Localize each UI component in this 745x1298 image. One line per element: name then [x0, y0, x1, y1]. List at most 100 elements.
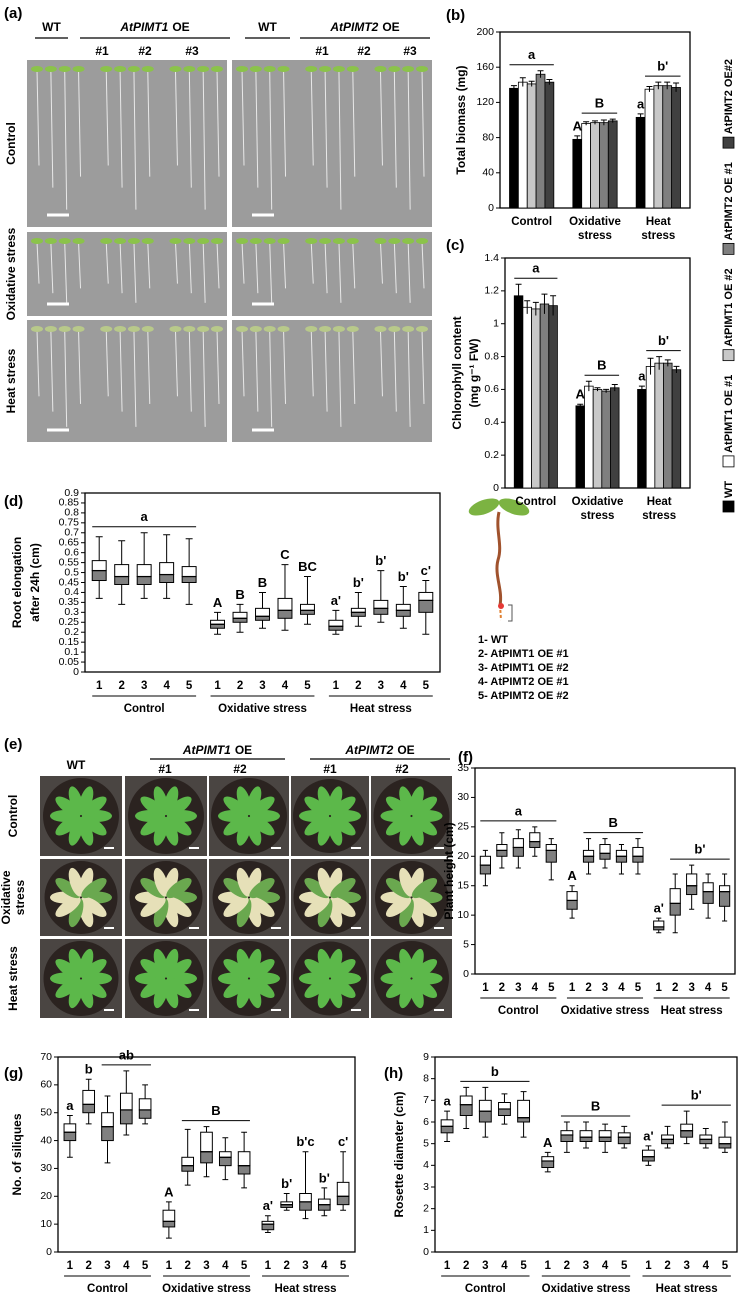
box-lower	[440, 1125, 454, 1134]
whisker	[142, 1118, 149, 1125]
box-lower	[661, 1138, 674, 1145]
x-tick-label: 1	[545, 1260, 552, 1272]
y-tick-label: 6	[423, 1116, 429, 1128]
rosette-leaf	[399, 898, 414, 928]
error-bar	[611, 384, 618, 392]
error-bar	[664, 359, 671, 367]
box-lower	[512, 846, 524, 857]
y-tick-label: 0.8	[484, 350, 499, 362]
seedling-leaves	[127, 238, 140, 244]
whisker	[520, 1091, 527, 1101]
rosette-leaf	[411, 815, 438, 836]
bar	[599, 122, 609, 209]
rosette-leaf	[166, 796, 192, 817]
group-label: Oxidative stress	[218, 703, 307, 715]
column-header-part: AtPIMT2	[344, 743, 393, 757]
bar	[590, 122, 600, 209]
seedling-leaves	[100, 238, 113, 244]
box-upper	[498, 1102, 511, 1110]
significance-letter: b'	[353, 575, 364, 590]
seedling-root	[50, 69, 54, 188]
y-tick-label: 7	[423, 1094, 429, 1106]
whisker	[203, 1126, 210, 1133]
seedling-leaves	[305, 326, 318, 332]
whisker	[123, 1123, 130, 1136]
significance-letter: b'c	[296, 1134, 314, 1149]
box-lower	[218, 1156, 232, 1167]
group-label: Oxidative stress	[561, 1005, 650, 1017]
legend: WT AtPIMT1 OE #1 AtPIMT1 OE #2 AtPIMT2 OE #…	[722, 59, 735, 513]
box-upper	[317, 1198, 331, 1206]
rosette-leaf	[330, 815, 356, 836]
box-lower	[478, 1110, 492, 1123]
whisker	[602, 1141, 609, 1153]
bar	[653, 85, 664, 209]
x-tick-label: 5	[520, 1260, 527, 1272]
box-lower	[119, 1109, 133, 1125]
box-upper	[582, 849, 595, 857]
seedling-leaves	[72, 238, 85, 244]
box-lower	[582, 855, 595, 863]
box-upper	[512, 838, 524, 848]
bar	[584, 385, 594, 489]
box-upper	[91, 560, 107, 572]
whisker	[689, 894, 695, 910]
box-upper	[232, 611, 248, 619]
whisker	[482, 849, 488, 857]
rosette-leaf	[140, 878, 166, 899]
y-axis-label: Plant height (cm)	[442, 822, 456, 919]
photo	[27, 232, 227, 316]
whisker	[422, 580, 430, 593]
whisker	[722, 873, 728, 886]
y-tick-label: 9	[423, 1051, 429, 1063]
whisker	[241, 1174, 248, 1189]
y-tick-label: 0	[493, 482, 499, 494]
column-header-part: WT	[258, 20, 277, 34]
significance-letter: C	[280, 547, 290, 562]
whisker	[499, 856, 505, 869]
seedling-root	[147, 241, 151, 289]
significance-letter: a	[515, 803, 523, 818]
error-bar	[655, 81, 662, 90]
rosette-leaf	[166, 878, 192, 899]
seedling-leaves	[319, 66, 332, 72]
bar	[662, 85, 673, 209]
box-lower	[617, 1136, 631, 1145]
seedling-root	[407, 69, 411, 210]
seedling-root	[147, 329, 151, 404]
rosette-leaf	[409, 786, 424, 816]
box-upper	[440, 1119, 454, 1127]
seedling-root	[216, 69, 220, 177]
seedling-mark	[498, 603, 504, 609]
box-upper	[138, 1098, 152, 1111]
rosette-leaf	[317, 898, 333, 928]
row-label: Control	[4, 122, 18, 165]
seedling-root	[241, 69, 245, 166]
box-upper	[299, 1193, 312, 1203]
rosette-leaf	[223, 796, 249, 817]
row-label: Heat stress	[6, 946, 20, 1011]
whisker	[722, 906, 728, 922]
whisker	[683, 1110, 690, 1125]
whisker	[563, 1141, 570, 1153]
box-upper	[255, 607, 270, 617]
x-tick-label: 3	[378, 680, 384, 692]
seedling-root	[324, 241, 328, 294]
rosette-leaf	[166, 815, 192, 836]
error-bar	[594, 387, 601, 392]
significance-letter: b'	[657, 59, 668, 74]
bar	[645, 366, 656, 489]
rosette-leaf	[81, 796, 107, 817]
column-subheader: #1	[95, 44, 109, 58]
error-bar	[592, 120, 598, 125]
x-tick-label: 3	[302, 1260, 308, 1272]
box-upper	[579, 1130, 593, 1138]
whisker	[585, 862, 592, 875]
seedling-leaves	[58, 326, 71, 332]
rosette-leaf	[317, 979, 333, 1009]
y-tick-label: 0.15	[59, 636, 80, 648]
rosette-leaf	[330, 959, 356, 980]
bar	[535, 73, 546, 209]
rosette-leaf	[163, 867, 179, 897]
